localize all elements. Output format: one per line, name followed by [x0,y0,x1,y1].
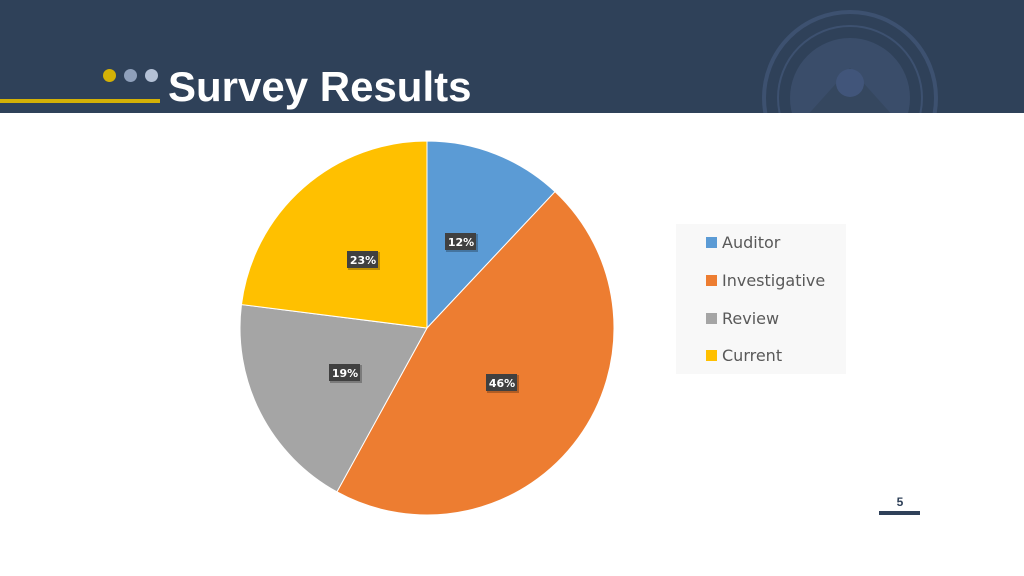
legend-item-auditor: Auditor [706,232,780,252]
legend-item-review: Review [706,308,779,328]
data-label-text: 23% [350,254,376,267]
pie-slice-auditor [426,140,556,330]
data-label-current: 23% [347,251,380,270]
state-seal-watermark [762,10,938,113]
data-label-text: 12% [448,236,474,249]
legend-item-investigative: Investigative [706,270,825,290]
pie-slice-current [240,140,428,329]
legend-swatch [706,274,717,286]
slide-header: Survey Results [0,0,1024,113]
data-label-investigative: 46% [486,374,519,393]
chart-legend: Auditor Investigative Review Current [676,224,846,374]
page-number: 5 [896,495,904,509]
legend-label: Investigative [722,270,826,290]
legend-label: Auditor [722,232,781,252]
accent-rule [0,99,160,103]
data-label-review: 19% [329,364,362,383]
pie-slice-investigative [336,190,615,516]
legend-label: Review [722,308,780,328]
pie-slice-review [239,304,428,493]
legend-swatch [706,236,717,248]
legend-swatch [706,349,717,361]
data-label-text: 46% [489,377,515,390]
data-label-text: 19% [332,367,358,380]
legend-item-current: Current [706,345,782,365]
dot-light [145,69,158,82]
slide-title: Survey Results [168,63,472,110]
dot-gray [124,69,137,82]
dot-gold [103,69,116,82]
page-number-underline [879,511,920,515]
data-label-auditor: 12% [445,233,478,252]
legend-swatch [706,312,717,324]
legend-label: Current [722,345,783,365]
